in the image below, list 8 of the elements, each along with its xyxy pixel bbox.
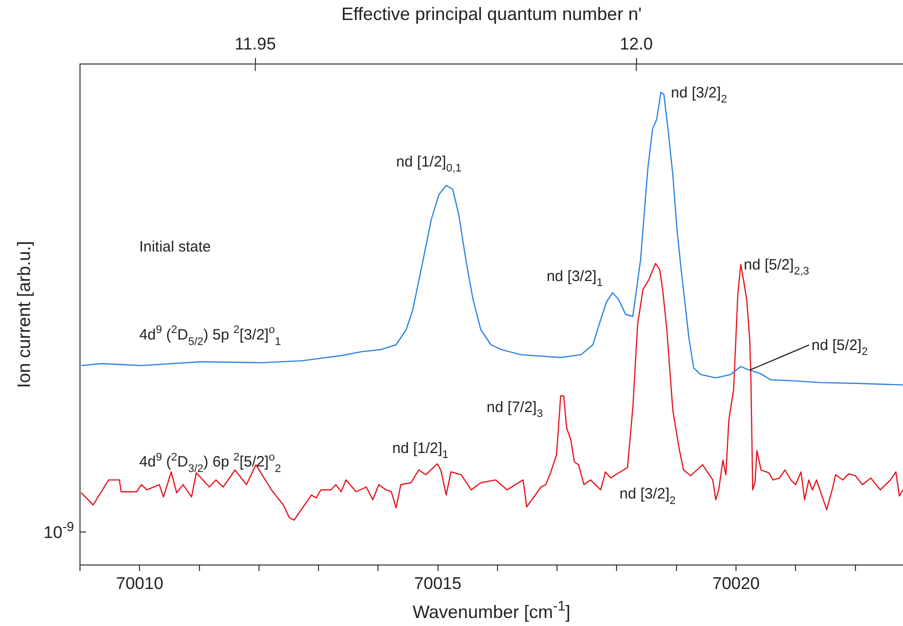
x-tick-label: 70020 <box>712 574 760 593</box>
x-tick-label: 70010 <box>116 574 164 593</box>
x2-tick-label: 12.0 <box>620 34 653 54</box>
x2-axis-title: Effective principal quantum number n' <box>341 4 642 24</box>
y-axis-title: Ion current [arb.u.] <box>14 240 34 388</box>
x-tick-label: 70015 <box>414 574 462 593</box>
legend-title: Initial state <box>139 238 211 256</box>
x2-tick-label: 11.95 <box>234 34 276 54</box>
